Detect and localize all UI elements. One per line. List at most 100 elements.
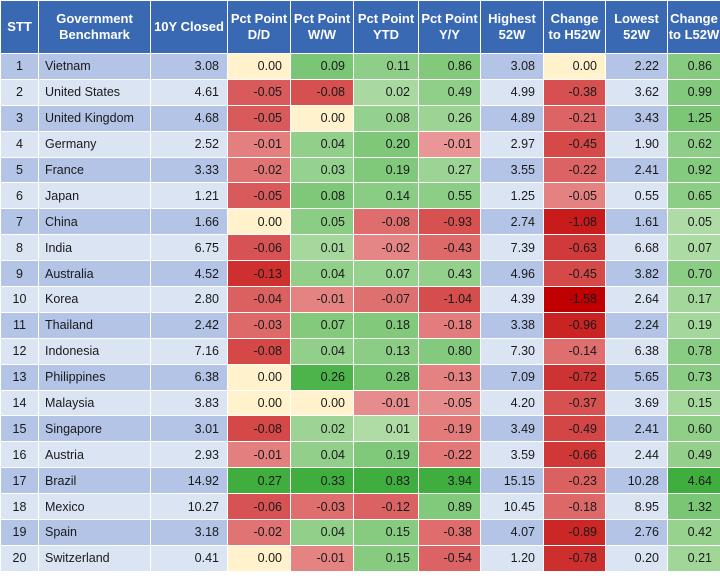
- table-row: 1 Vietnam 3.08 0.00 0.09 0.11 0.86 3.08 0.00 2.22…: [0, 53, 720, 80]
- cell-yy: -0.05: [418, 389, 481, 417]
- cell-ytd: 0.20: [353, 130, 419, 158]
- cell-l52: 3.62: [605, 78, 668, 106]
- cell-yy: -0.43: [418, 234, 481, 262]
- table-row: 11 Thailand 2.42 -0.03 0.07 0.18 -0.18 3.38 -0.9…: [0, 311, 720, 339]
- cell-yy: 0.49: [418, 78, 481, 106]
- cell-country: Malaysia: [38, 389, 151, 417]
- cell-dd: 0.00: [227, 53, 291, 80]
- cell-country: Vietnam: [38, 53, 151, 80]
- cell-h52: 4.20: [480, 389, 544, 417]
- cell-country: Singapore: [38, 415, 151, 443]
- cell-closed: 7.16: [150, 337, 228, 365]
- table-row: 15 Singapore 3.01 -0.08 0.02 0.01 -0.19 3.49 -0.…: [0, 415, 720, 443]
- table-row: 8 India 6.75 -0.06 0.01 -0.02 -0.43 7.39 -0.63 6.…: [0, 234, 720, 262]
- cell-h52: 7.09: [480, 363, 544, 391]
- cell-stt: 8: [0, 234, 39, 262]
- header-stt: STT: [0, 0, 39, 54]
- cell-l52: 5.65: [605, 363, 668, 391]
- cell-h52: 3.49: [480, 415, 544, 443]
- cell-ytd: 0.08: [353, 104, 419, 132]
- cell-dd: 0.00: [227, 544, 291, 572]
- cell-ww: 0.09: [290, 53, 354, 80]
- cell-stt: 6: [0, 182, 39, 210]
- header-benchmark: Government Benchmark: [38, 0, 151, 54]
- cell-country: France: [38, 156, 151, 184]
- cell-h52: 3.59: [480, 441, 544, 469]
- cell-ww: 0.04: [290, 441, 354, 469]
- cell-stt: 19: [0, 519, 39, 546]
- cell-ch52: -1.58: [543, 286, 606, 313]
- cell-yy: 3.94: [418, 467, 481, 495]
- cell-dd: -0.05: [227, 78, 291, 106]
- table-row: 13 Philippines 6.38 0.00 0.26 0.28 -0.13 7.09 -0…: [0, 363, 720, 391]
- cell-h52: 4.96: [480, 260, 544, 288]
- cell-ch52: -0.45: [543, 130, 606, 158]
- cell-h52: 7.39: [480, 234, 544, 262]
- header-ww: Pct Point W/W: [290, 0, 354, 54]
- cell-h52: 15.15: [480, 467, 544, 495]
- cell-l52: 3.82: [605, 260, 668, 288]
- cell-ytd: 0.11: [353, 53, 419, 80]
- header-yy: Pct Point Y/Y: [418, 0, 481, 54]
- cell-stt: 9: [0, 260, 39, 288]
- cell-ytd: -0.01: [353, 389, 419, 417]
- header-h52: Highest 52W: [480, 0, 544, 54]
- cell-ch52: -0.78: [543, 544, 606, 572]
- cell-h52: 3.38: [480, 311, 544, 339]
- cell-yy: -0.54: [418, 544, 481, 572]
- cell-h52: 2.97: [480, 130, 544, 158]
- cell-ww: 0.00: [290, 104, 354, 132]
- cell-country: Switzerland: [38, 544, 151, 572]
- cell-ww: 0.07: [290, 311, 354, 339]
- header-ch52: Change to H52W: [543, 0, 606, 54]
- cell-l52: 0.20: [605, 544, 668, 572]
- cell-ch52: -0.14: [543, 337, 606, 365]
- cell-yy: 0.80: [418, 337, 481, 365]
- cell-yy: 0.43: [418, 260, 481, 288]
- cell-stt: 14: [0, 389, 39, 417]
- cell-l52: 2.22: [605, 53, 668, 80]
- cell-stt: 3: [0, 104, 39, 132]
- cell-dd: -0.08: [227, 337, 291, 365]
- cell-dd: -0.08: [227, 415, 291, 443]
- cell-yy: -0.19: [418, 415, 481, 443]
- cell-ytd: 0.07: [353, 260, 419, 288]
- table-row: 3 United Kingdom 4.68 -0.05 0.00 0.08 0.26 4.89…: [0, 104, 720, 132]
- cell-cl52: 0.92: [667, 156, 720, 184]
- cell-ytd: 0.19: [353, 156, 419, 184]
- cell-closed: 4.61: [150, 78, 228, 106]
- cell-l52: 6.68: [605, 234, 668, 262]
- cell-yy: 0.89: [418, 493, 481, 521]
- table-row: 19 Spain 3.18 -0.02 0.04 0.15 -0.38 4.07 -0.89 2.…: [0, 519, 720, 546]
- cell-closed: 6.75: [150, 234, 228, 262]
- cell-stt: 13: [0, 363, 39, 391]
- cell-dd: -0.02: [227, 156, 291, 184]
- cell-h52: 1.20: [480, 544, 544, 572]
- cell-ww: 0.03: [290, 156, 354, 184]
- cell-cl52: 0.70: [667, 260, 720, 288]
- cell-ww: 0.04: [290, 130, 354, 158]
- table-row: 7 China 1.66 0.00 0.05 -0.08 -0.93 2.74 -1.08 1.6…: [0, 208, 720, 236]
- cell-ytd: -0.07: [353, 286, 419, 313]
- table-row: 9 Australia 4.52 -0.13 0.04 0.07 0.43 4.96 -0.45…: [0, 260, 720, 288]
- cell-closed: 3.08: [150, 53, 228, 80]
- cell-country: India: [38, 234, 151, 262]
- header-ytd: Pct Point YTD: [353, 0, 419, 54]
- cell-h52: 1.25: [480, 182, 544, 210]
- cell-ch52: -0.96: [543, 311, 606, 339]
- cell-stt: 1: [0, 53, 39, 80]
- cell-stt: 10: [0, 286, 39, 313]
- cell-h52: 4.99: [480, 78, 544, 106]
- cell-cl52: 0.62: [667, 130, 720, 158]
- cell-yy: -0.93: [418, 208, 481, 236]
- table-row: 2 United States 4.61 -0.05 -0.08 0.02 0.49 4.99…: [0, 78, 720, 106]
- header-closed: 10Y Closed: [150, 0, 228, 54]
- cell-l52: 2.41: [605, 156, 668, 184]
- cell-ww: -0.08: [290, 78, 354, 106]
- table-row: 16 Austria 2.93 -0.01 0.04 0.19 -0.22 3.59 -0.66…: [0, 441, 720, 469]
- cell-ww: 0.33: [290, 467, 354, 495]
- cell-ww: 0.08: [290, 182, 354, 210]
- cell-closed: 3.18: [150, 519, 228, 546]
- cell-yy: -0.38: [418, 519, 481, 546]
